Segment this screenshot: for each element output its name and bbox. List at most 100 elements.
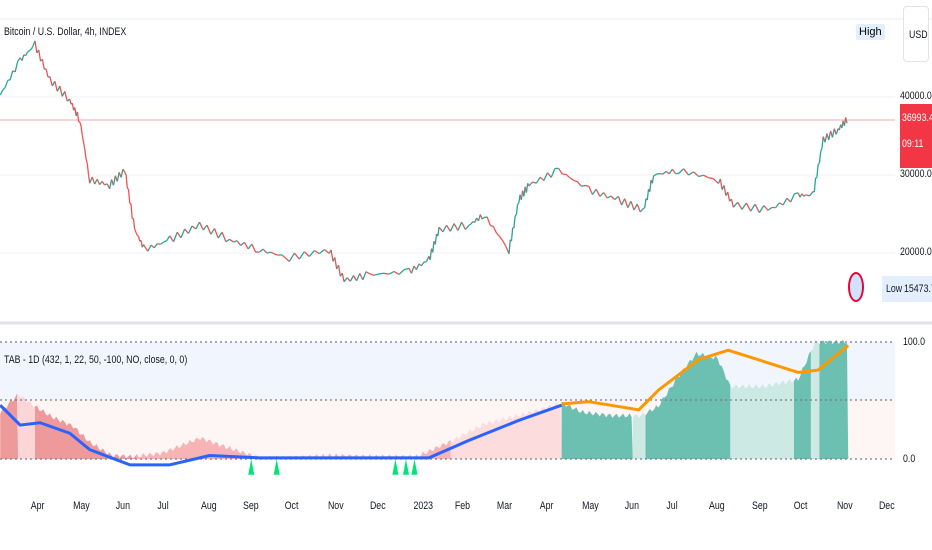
price-candle	[240, 241, 245, 247]
indicator-legend[interactable]: TAB - 1D (432, 1, 22, 50, -100, NO, clos…	[4, 354, 188, 366]
price-candle	[104, 183, 108, 186]
price-candle	[368, 272, 375, 276]
price-candle	[198, 221, 204, 231]
price-candle	[313, 249, 320, 255]
price-candle	[323, 249, 330, 254]
price-candle	[285, 257, 290, 262]
price-candle	[820, 148, 823, 152]
price-candle	[481, 217, 485, 220]
price-candle	[337, 264, 342, 277]
price-candle	[49, 76, 53, 87]
price-candle	[96, 178, 101, 185]
price-candle	[281, 254, 287, 259]
price-candle	[213, 228, 219, 239]
price-candle	[142, 244, 146, 248]
price-candle	[41, 59, 45, 70]
currency-label: USD	[909, 29, 928, 41]
price-candle	[513, 215, 516, 229]
price-candle	[410, 265, 415, 274]
price-candle	[703, 174, 709, 179]
price-candle	[81, 135, 85, 143]
price-candle	[591, 188, 597, 195]
price-candle	[698, 174, 704, 178]
price-candle	[763, 205, 769, 211]
price-candle	[617, 196, 623, 206]
price-candle	[434, 234, 438, 245]
price-candle	[334, 257, 338, 270]
price-candle	[160, 241, 164, 245]
price-candle	[515, 204, 519, 215]
price-candle	[122, 168, 126, 173]
price-candle	[688, 171, 694, 176]
price-candle	[790, 193, 796, 203]
price-candle	[514, 214, 517, 217]
time-axis-label: Jun	[115, 500, 130, 512]
price-candle	[136, 234, 139, 237]
price-candle	[166, 235, 171, 241]
price-candle	[176, 231, 182, 239]
currency-button[interactable]: USD	[903, 6, 929, 62]
price-candle	[82, 142, 86, 150]
price-candle	[134, 228, 137, 233]
time-axis-label: Oct	[793, 500, 808, 512]
price-candle	[346, 277, 351, 282]
price-candle	[510, 227, 514, 242]
price-tick: 40000.00	[900, 90, 932, 102]
price-candle	[477, 214, 481, 222]
price-candle	[29, 48, 32, 52]
price-candle	[818, 151, 822, 164]
blue-line	[0, 403, 563, 467]
price-candle	[678, 168, 685, 174]
price-candle	[349, 275, 355, 282]
oscillator-fill	[819, 339, 849, 459]
price-candle	[150, 244, 155, 249]
price-candle	[532, 181, 537, 184]
price-candle	[745, 202, 752, 212]
price-candle	[614, 195, 619, 201]
events-icon[interactable]	[848, 272, 864, 302]
price-candle	[365, 271, 370, 275]
price-candle	[229, 238, 234, 243]
price-candle	[303, 251, 310, 257]
price-candle	[79, 121, 82, 127]
time-axis-label: Jun	[624, 500, 639, 512]
indicator-tick: 100.0	[903, 336, 926, 348]
price-candle	[432, 241, 435, 253]
price-candle	[206, 224, 212, 235]
price-candle	[810, 191, 814, 195]
price-candle	[288, 252, 295, 262]
price-candle	[157, 242, 161, 245]
price-candle	[343, 277, 348, 283]
price-candle	[210, 228, 216, 235]
price-candle	[627, 200, 632, 208]
price-candle	[662, 170, 667, 175]
price-candle	[508, 239, 511, 254]
price-candle	[630, 200, 635, 211]
price-candle	[425, 255, 430, 262]
price-candle	[758, 205, 765, 213]
price-candle	[693, 171, 699, 177]
price-candle	[30, 45, 34, 50]
price-candle	[610, 195, 616, 201]
symbol-title[interactable]: Bitcoin / U.S. Dollar, 4h, INDEX	[4, 26, 127, 38]
price-candle	[86, 163, 90, 175]
oscillator-fill	[730, 379, 794, 459]
price-candle	[225, 238, 230, 243]
price-candle	[550, 168, 556, 178]
price-candle	[786, 197, 792, 203]
price-candle	[137, 236, 141, 242]
price-candle	[633, 203, 638, 211]
price-candle	[184, 228, 189, 234]
price-candle	[483, 216, 488, 219]
price-candle	[741, 202, 747, 210]
price-candle	[517, 202, 520, 205]
price-candle	[502, 240, 507, 247]
price-candle	[438, 226, 444, 233]
price-candle	[824, 133, 828, 143]
price-candle	[457, 221, 463, 231]
time-axis-label: Sep	[242, 500, 259, 512]
price-candle	[84, 149, 87, 159]
signal-marker	[273, 459, 280, 475]
price-candle	[101, 181, 106, 186]
